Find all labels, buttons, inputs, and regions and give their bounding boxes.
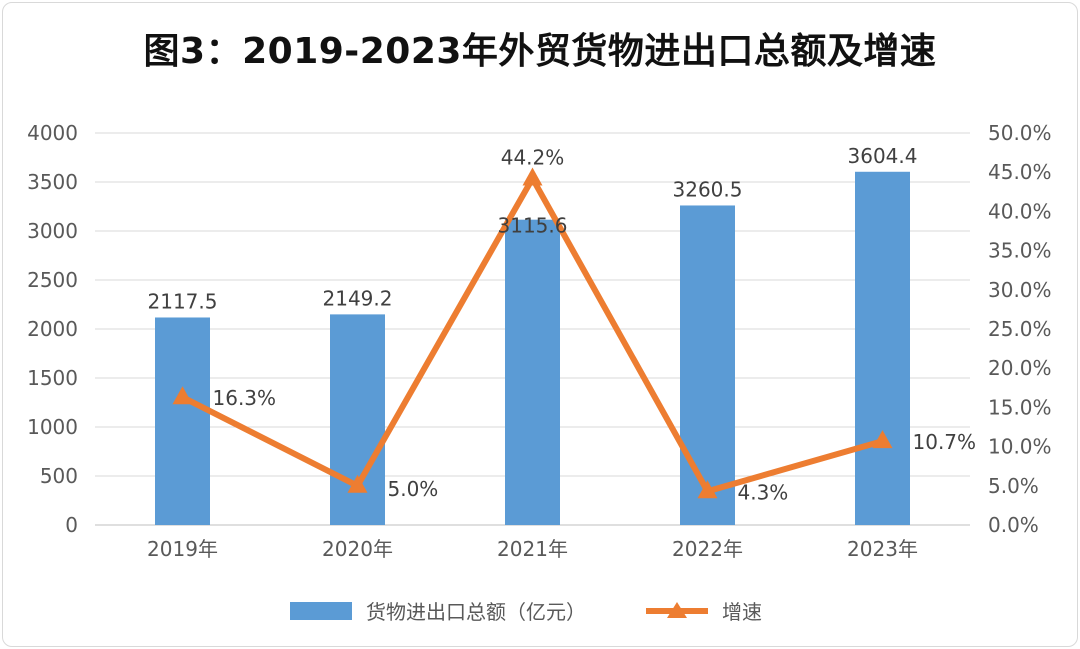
left-axis-tick: 2000 — [27, 317, 78, 341]
line-data-label: 16.3% — [213, 386, 277, 410]
x-axis-tick: 2020年 — [322, 537, 393, 561]
left-axis-tick: 4000 — [27, 121, 78, 145]
bar-data-label: 2117.5 — [148, 289, 218, 313]
legend-label-line: 增速 — [722, 600, 762, 624]
right-axis-tick: 10.0% — [988, 435, 1052, 459]
right-axis-tick: 45.0% — [988, 160, 1052, 184]
left-axis-tick: 0 — [65, 513, 78, 537]
right-axis-tick: 0.0% — [988, 513, 1039, 537]
right-axis-tick: 20.0% — [988, 356, 1052, 380]
x-axis-tick: 2022年 — [672, 537, 743, 561]
legend-label-bar: 货物进出口总额（亿元） — [366, 600, 586, 624]
bar — [155, 317, 210, 525]
legend-item-line: 增速 — [586, 596, 762, 625]
bar — [855, 171, 910, 525]
chart-title: 图3：2019-2023年外贸货物进出口总额及增速 — [143, 31, 937, 72]
x-axis-tick: 2021年 — [497, 537, 568, 561]
left-axis-tick: 3500 — [27, 170, 78, 194]
left-axis-tick: 500 — [40, 464, 78, 488]
line-marker — [347, 474, 368, 493]
right-axis-tick: 25.0% — [988, 317, 1052, 341]
bar-data-label: 3604.4 — [848, 144, 918, 168]
x-axis-tick: 2023年 — [847, 537, 918, 561]
line-data-label: 44.2% — [501, 145, 565, 169]
right-axis-tick: 40.0% — [988, 199, 1052, 223]
bar-data-label: 3260.5 — [673, 177, 743, 201]
line-marker — [522, 167, 543, 186]
legend-item-bar: 货物进出口总额（亿元） — [290, 596, 586, 625]
left-axis-tick: 2500 — [27, 268, 78, 292]
left-axis-tick: 3000 — [27, 219, 78, 243]
right-axis-tick: 30.0% — [988, 278, 1052, 302]
line-data-label: 5.0% — [388, 477, 439, 501]
legend: 货物进出口总额（亿元） 增速 — [290, 596, 762, 625]
bar-data-label: 3115.6 — [498, 214, 568, 238]
legend-bar-swatch — [290, 601, 352, 620]
bar — [330, 314, 385, 525]
legend-line-swatch — [646, 601, 708, 618]
line-data-label: 10.7% — [913, 430, 977, 454]
right-axis-tick: 50.0% — [988, 121, 1052, 145]
line-data-label: 4.3% — [738, 480, 789, 504]
x-axis-tick: 2019年 — [147, 537, 218, 561]
left-axis-tick: 1500 — [27, 366, 78, 390]
right-axis-tick: 15.0% — [988, 395, 1052, 419]
bar — [505, 219, 560, 525]
bar-data-label: 2149.2 — [323, 286, 393, 310]
right-axis-tick: 35.0% — [988, 239, 1052, 263]
line-marker — [872, 430, 893, 449]
left-axis-tick: 1000 — [27, 415, 78, 439]
line-marker — [697, 480, 718, 499]
bar — [680, 205, 735, 525]
right-axis-tick: 5.0% — [988, 474, 1039, 498]
line-marker — [172, 386, 193, 405]
